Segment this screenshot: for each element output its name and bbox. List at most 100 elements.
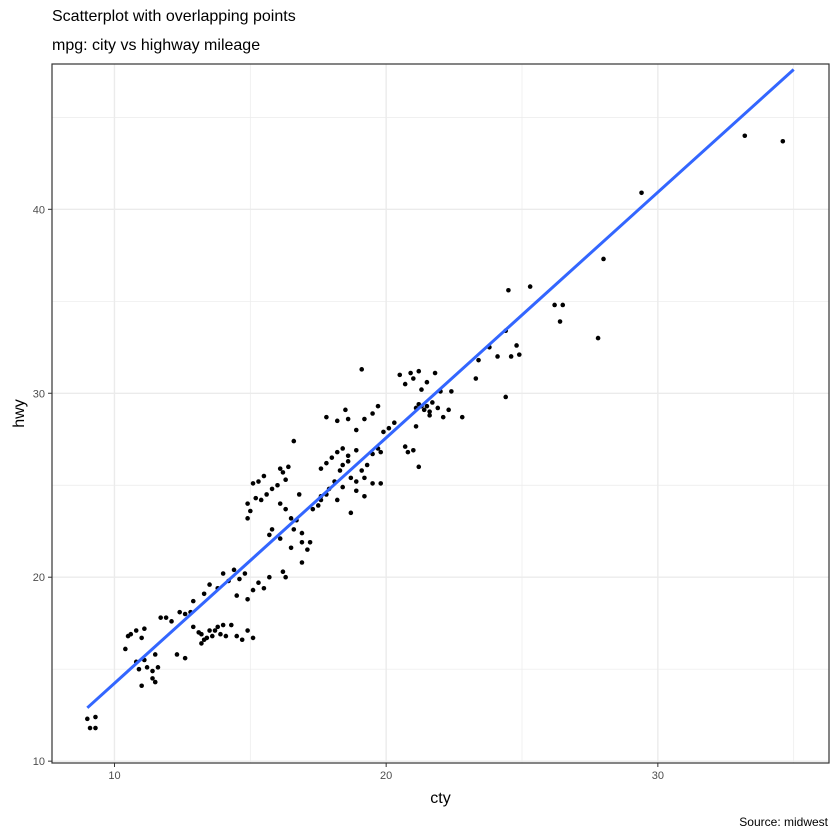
data-point	[248, 508, 253, 514]
data-point	[446, 407, 451, 413]
x-axis-title: cty	[430, 790, 450, 807]
data-point	[218, 631, 223, 637]
data-point	[142, 626, 147, 632]
data-point	[416, 464, 422, 470]
data-point	[253, 495, 259, 501]
data-point	[514, 343, 519, 348]
data-point	[375, 403, 381, 409]
data-point	[163, 615, 169, 620]
data-point	[370, 481, 375, 486]
data-point	[182, 611, 188, 617]
data-point	[413, 424, 419, 429]
data-point	[223, 633, 229, 639]
data-point	[780, 138, 786, 144]
data-point	[345, 416, 351, 422]
data-point	[258, 497, 264, 503]
data-point	[123, 646, 128, 652]
data-point	[85, 716, 90, 722]
data-point	[215, 624, 221, 630]
data-point	[152, 679, 158, 685]
data-point	[430, 400, 435, 405]
data-point	[286, 464, 291, 470]
data-point	[136, 666, 142, 672]
y-tick-label: 10	[33, 756, 45, 768]
data-point	[419, 387, 424, 392]
data-point	[340, 446, 345, 451]
data-point	[256, 479, 261, 484]
data-point	[245, 628, 250, 633]
data-point	[435, 405, 441, 411]
data-point	[299, 539, 305, 545]
data-point	[250, 481, 256, 486]
data-point	[411, 447, 416, 453]
plot-panel	[52, 64, 829, 763]
chart-caption: Source: midwest	[739, 815, 828, 829]
data-point	[125, 633, 131, 639]
data-point	[250, 635, 256, 641]
data-point	[408, 370, 413, 376]
data-point	[133, 628, 139, 633]
data-point	[595, 335, 601, 341]
data-point	[169, 619, 174, 624]
data-point	[177, 609, 182, 615]
data-point	[288, 545, 294, 551]
data-point	[190, 598, 196, 604]
data-point	[237, 576, 242, 582]
data-point	[345, 459, 351, 464]
data-point	[340, 462, 345, 468]
data-point	[250, 587, 256, 593]
data-point	[87, 725, 93, 731]
data-point	[299, 560, 305, 565]
data-point	[353, 447, 359, 453]
data-point	[155, 665, 161, 670]
data-point	[182, 655, 188, 661]
data-point	[427, 413, 432, 418]
data-point	[245, 596, 250, 602]
data-point	[150, 668, 155, 674]
data-point	[392, 420, 397, 425]
data-point	[405, 449, 411, 455]
data-point	[174, 652, 180, 657]
data-point	[424, 403, 430, 409]
data-point	[362, 493, 367, 499]
data-point	[239, 637, 245, 643]
data-point	[277, 466, 283, 471]
data-point	[310, 506, 316, 512]
data-point	[381, 429, 386, 435]
data-point	[299, 530, 305, 536]
data-point	[742, 133, 748, 139]
data-point	[503, 394, 509, 400]
data-point	[207, 628, 212, 633]
data-point	[516, 352, 522, 357]
data-point	[305, 547, 310, 552]
data-point	[315, 503, 321, 508]
data-point	[280, 470, 286, 475]
data-point	[348, 510, 354, 516]
data-point	[220, 571, 226, 576]
data-point	[242, 571, 248, 576]
data-point	[283, 574, 288, 580]
data-point	[397, 372, 403, 378]
data-point	[93, 725, 98, 731]
data-point	[334, 418, 340, 424]
data-point	[449, 389, 454, 394]
data-point	[277, 536, 283, 541]
data-point	[329, 455, 335, 460]
x-tick-label: 30	[652, 770, 664, 782]
data-point	[190, 624, 196, 630]
data-point	[139, 635, 144, 641]
data-point	[264, 492, 269, 497]
data-point	[283, 506, 288, 512]
data-point	[476, 357, 481, 363]
data-point	[261, 585, 267, 591]
data-point	[269, 527, 275, 532]
data-point	[324, 460, 329, 466]
data-point	[416, 368, 422, 374]
data-point	[139, 683, 144, 689]
data-point	[359, 468, 365, 473]
data-point	[280, 569, 286, 574]
data-point	[144, 665, 150, 670]
data-point	[343, 407, 348, 413]
data-point	[334, 497, 340, 503]
